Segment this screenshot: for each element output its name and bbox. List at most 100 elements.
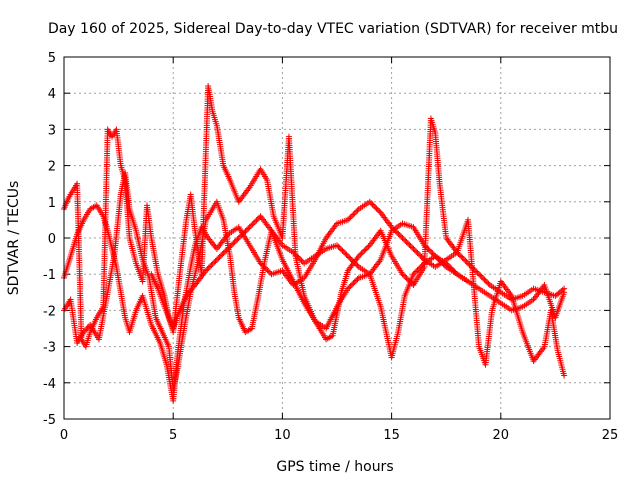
data-point — [241, 229, 248, 236]
y-tick-label: 3 — [48, 123, 56, 138]
data-point — [474, 269, 481, 276]
data-point — [293, 252, 300, 259]
data-point — [207, 263, 214, 270]
data-point — [428, 249, 435, 256]
y-tick-label: -5 — [43, 413, 56, 428]
data-point — [426, 247, 433, 254]
data-point — [351, 278, 358, 285]
data-point — [250, 220, 257, 227]
data-point — [368, 200, 375, 207]
data-points — [61, 82, 568, 404]
data-point — [370, 202, 377, 209]
data-point — [223, 247, 230, 254]
data-point — [219, 251, 226, 258]
data-point — [399, 235, 406, 241]
data-point — [355, 253, 362, 260]
data-point — [418, 263, 425, 270]
data-point — [358, 250, 365, 257]
data-point — [424, 244, 431, 251]
data-point — [212, 258, 219, 265]
data-point — [232, 237, 239, 244]
data-point — [448, 265, 455, 272]
data-point — [414, 267, 421, 274]
data-point — [347, 214, 354, 221]
data-point — [359, 249, 366, 256]
data-point — [354, 207, 361, 214]
data-point — [242, 228, 249, 235]
data-point — [205, 264, 212, 271]
plot-frame — [63, 56, 611, 420]
data-point — [249, 221, 256, 228]
data-point — [202, 267, 209, 274]
data-point — [239, 230, 246, 237]
data-point — [351, 210, 358, 217]
data-point — [339, 247, 346, 254]
data-point — [204, 266, 211, 273]
data-point — [561, 372, 568, 379]
data-point — [217, 252, 224, 259]
data-point — [354, 262, 361, 269]
data-point — [455, 250, 462, 257]
data-point — [227, 243, 234, 250]
data-point — [357, 251, 364, 258]
y-tick-label: 2 — [48, 160, 56, 175]
data-point — [429, 250, 436, 257]
data-point — [456, 252, 463, 259]
data-point — [349, 212, 356, 219]
data-point — [209, 260, 216, 267]
y-tick-label: -3 — [43, 341, 56, 356]
data-point — [462, 257, 469, 264]
data-point — [220, 249, 227, 256]
data-point — [295, 254, 302, 261]
data-point — [398, 233, 405, 240]
data-point — [349, 281, 356, 288]
data-point — [419, 261, 426, 268]
data-point — [443, 260, 450, 267]
data-point — [399, 271, 406, 278]
data-point — [413, 248, 420, 255]
data-point — [340, 249, 347, 256]
data-point — [246, 224, 253, 231]
data-point — [422, 243, 429, 250]
data-point — [350, 258, 357, 265]
data-point — [402, 273, 409, 280]
data-point — [243, 226, 250, 233]
axis-ticks: 0 5 10 15 20 25 -5 -4 -3 -2 -1 0 1 2 3 4 5 — [43, 51, 618, 443]
data-point — [361, 247, 368, 254]
data-point — [364, 244, 371, 251]
y-tick-label: -1 — [43, 268, 56, 283]
data-point — [482, 277, 489, 284]
data-point — [470, 265, 477, 272]
data-point — [226, 244, 233, 251]
data-point — [353, 277, 360, 284]
y-tick-label: 1 — [48, 196, 56, 211]
data-point — [353, 261, 360, 268]
data-point — [83, 326, 90, 333]
data-point — [338, 246, 345, 253]
data-point — [417, 264, 424, 271]
data-point — [350, 211, 357, 218]
data-point — [400, 272, 407, 279]
data-point — [365, 243, 372, 250]
data-point — [415, 251, 422, 258]
data-point — [413, 268, 420, 275]
data-point — [372, 204, 379, 211]
data-point — [222, 248, 229, 255]
data-point — [344, 253, 351, 260]
data-point — [481, 276, 488, 283]
data-point — [421, 242, 428, 249]
data-point — [425, 246, 432, 253]
data-point — [369, 201, 376, 208]
data-point — [291, 250, 298, 257]
data-point — [415, 265, 422, 272]
data-point — [235, 235, 242, 241]
data-point — [342, 250, 349, 257]
data-point — [349, 257, 356, 264]
data-point — [343, 251, 350, 258]
data-point — [366, 198, 373, 205]
data-point — [452, 269, 459, 276]
data-point — [254, 215, 261, 222]
data-point — [410, 271, 417, 278]
data-point — [216, 254, 223, 261]
